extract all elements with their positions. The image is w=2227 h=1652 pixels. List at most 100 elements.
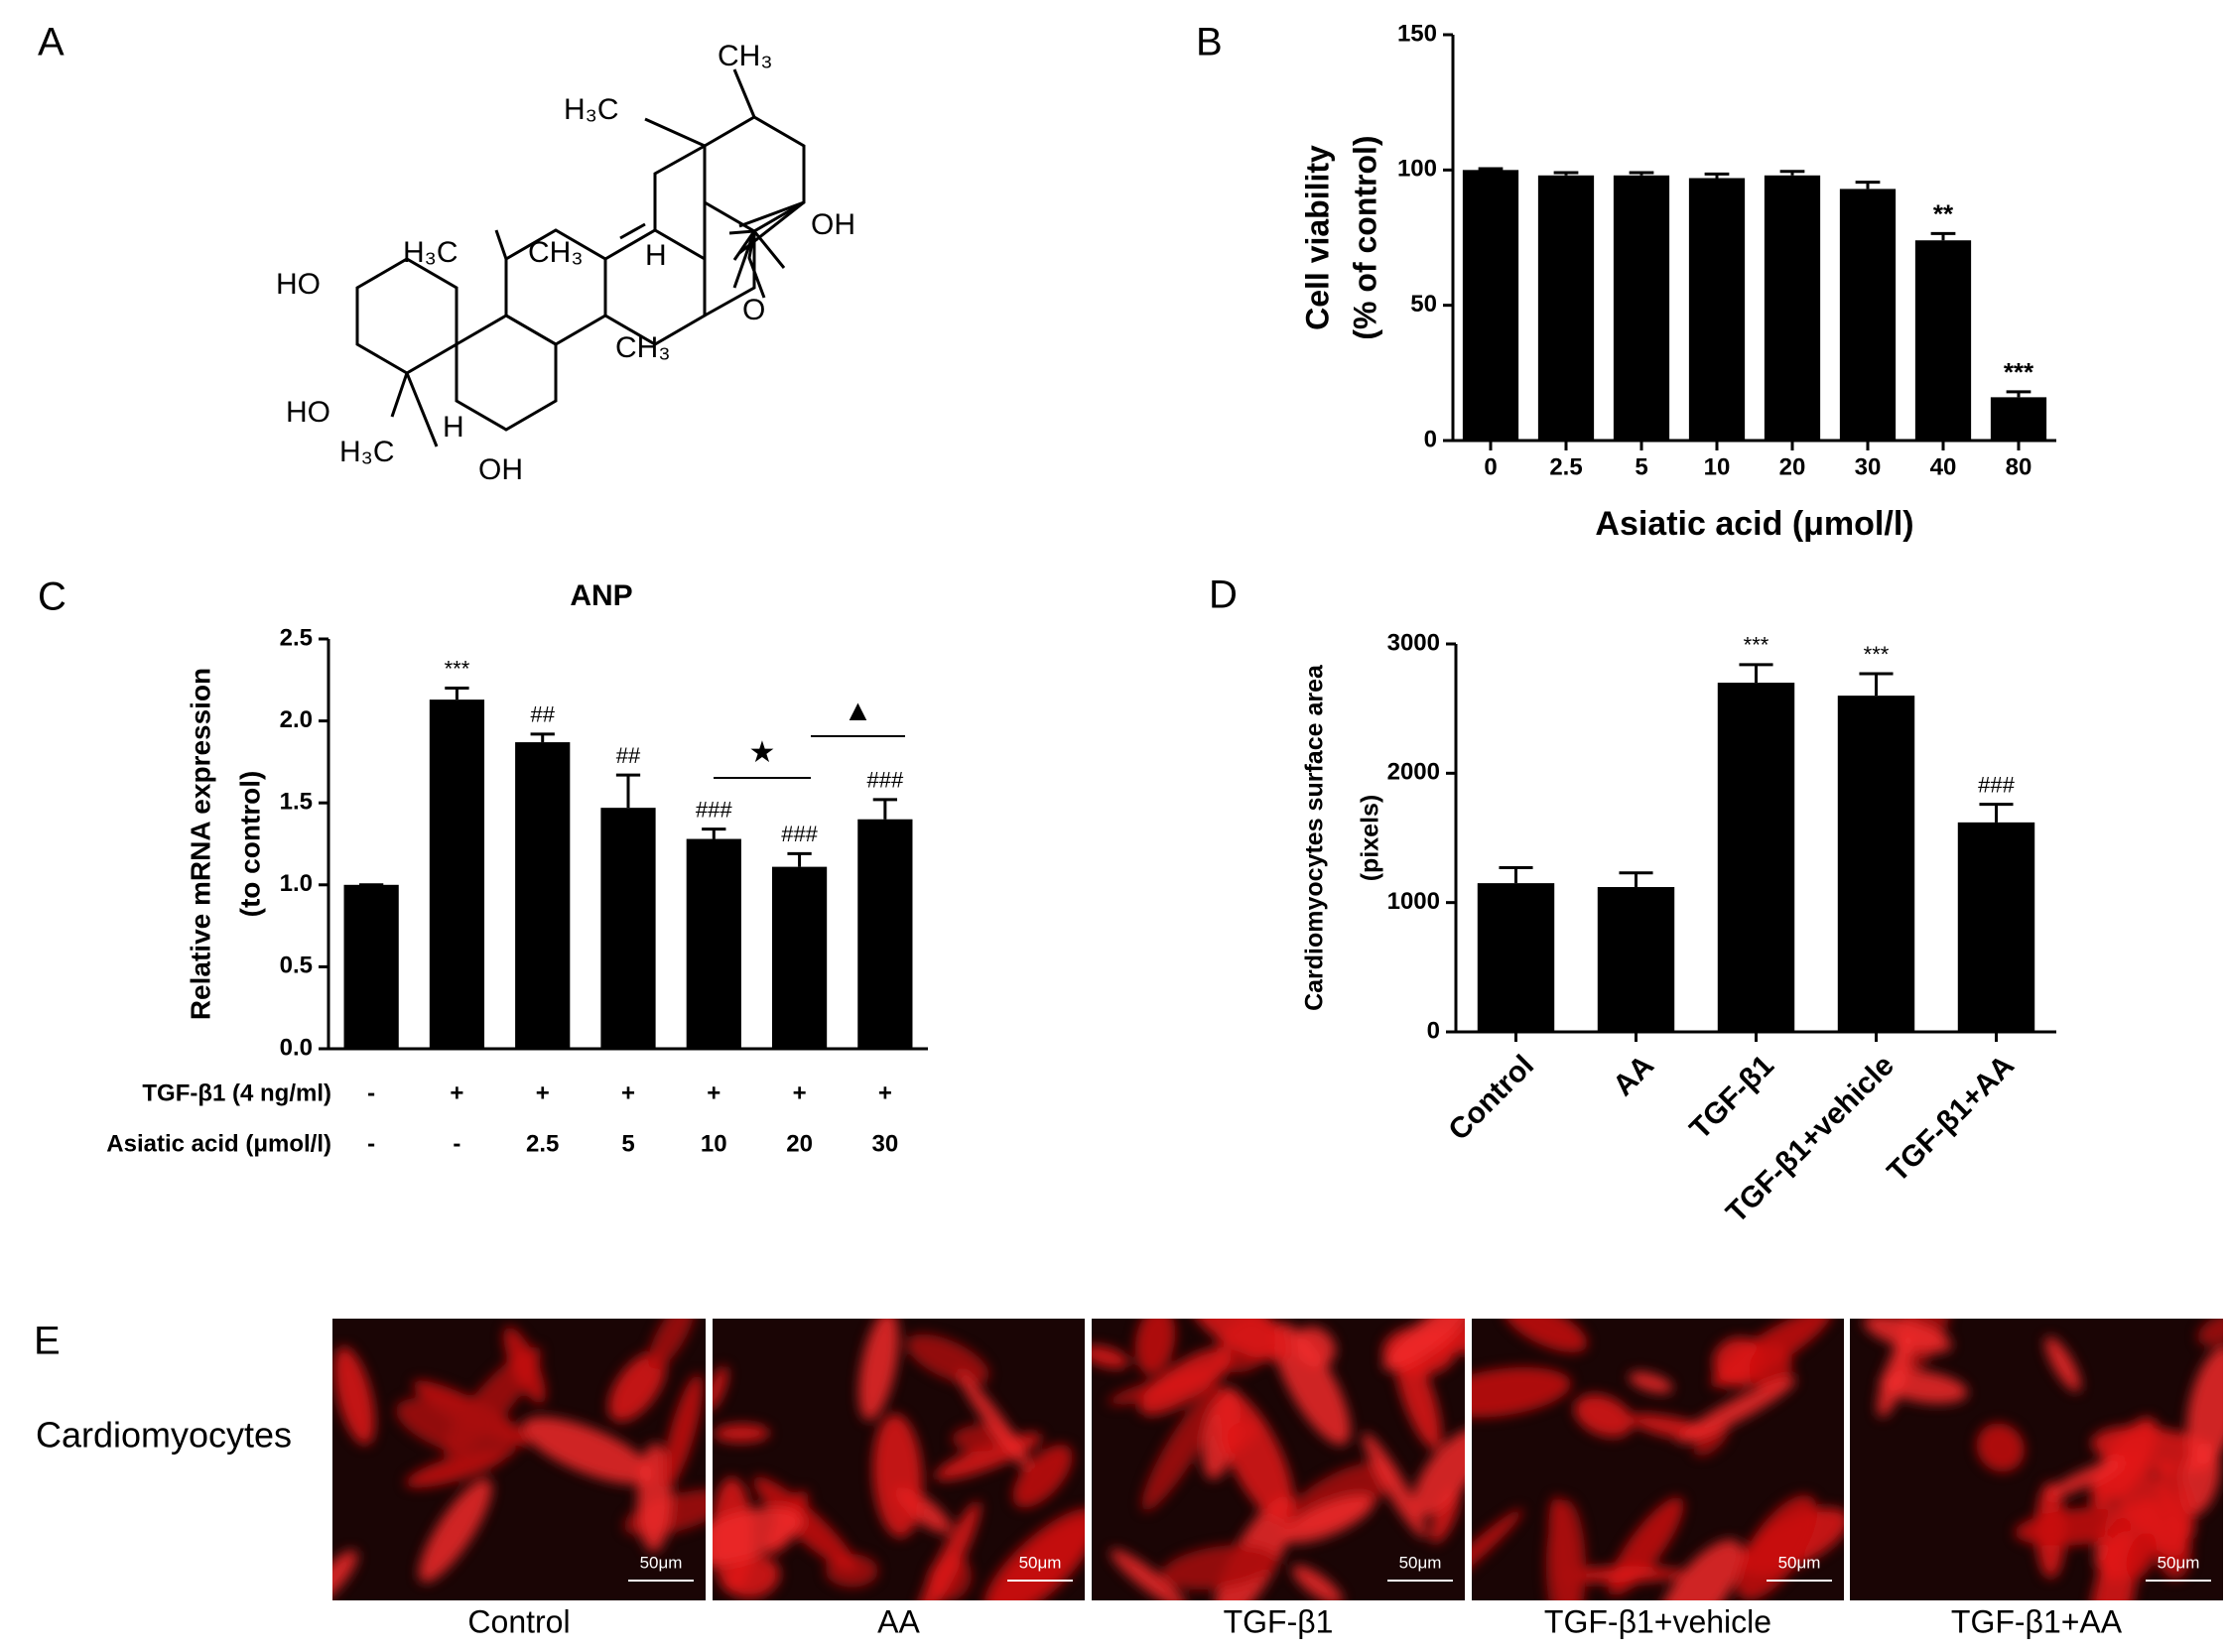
atom-label: CH₃ — [528, 236, 584, 269]
cell — [1656, 1539, 1744, 1600]
condition-value: 30 — [872, 1130, 899, 1157]
y-axis-label: Cardiomyocytes surface area — [1301, 664, 1329, 1011]
x-tick-label: 30 — [1855, 453, 1882, 480]
cell — [1363, 1432, 1427, 1539]
condition-value: 5 — [621, 1130, 634, 1157]
micrograph: 50μm — [332, 1319, 706, 1600]
cell — [418, 1478, 492, 1583]
cell — [1382, 1319, 1465, 1371]
error-bar — [702, 827, 726, 839]
cell — [1880, 1369, 1968, 1404]
condition-value: + — [793, 1080, 807, 1106]
error-bar — [1553, 171, 1579, 176]
condition-value: + — [621, 1080, 635, 1106]
micrograph: 50μm — [1472, 1319, 1844, 1600]
bar — [1597, 887, 1675, 1032]
x-tick-label: AA — [1607, 1049, 1660, 1102]
atom-label: CH₃ — [615, 331, 671, 364]
cell — [1863, 1319, 1952, 1353]
atom-label: HO — [276, 268, 321, 301]
image-caption: Control — [467, 1603, 570, 1639]
cell — [2044, 1459, 2126, 1499]
y-tick-label: 150 — [1397, 20, 1437, 47]
error-bar — [1619, 871, 1653, 888]
significance-label: ### — [1978, 772, 2015, 797]
cell — [1141, 1383, 1224, 1511]
cell — [503, 1327, 546, 1404]
scale-bar-label: 50μm — [640, 1553, 683, 1572]
cell — [2186, 1345, 2223, 1465]
y-tick-label: 50 — [1410, 291, 1437, 318]
significance-label: ** — [1933, 198, 1954, 228]
scale-bar-label: 50μm — [2158, 1553, 2200, 1572]
bar — [1537, 175, 1595, 441]
atom-label: OH — [811, 208, 855, 241]
y-tick-label: 100 — [1397, 156, 1437, 183]
cell — [753, 1476, 856, 1572]
x-tick-label: 20 — [1779, 453, 1806, 480]
atom-label: H — [645, 239, 667, 272]
cell — [713, 1506, 804, 1567]
error-bar — [1859, 672, 1894, 697]
cell — [713, 1424, 770, 1443]
chart-title: ANP — [570, 579, 632, 612]
cells — [332, 1319, 706, 1600]
cell — [1677, 1377, 1796, 1444]
y-tick-label: 0 — [1427, 1017, 1440, 1044]
atom-label: HO — [286, 396, 330, 429]
micrograph: 50μm — [713, 1319, 1085, 1600]
significance-label: *** — [2004, 357, 2034, 387]
micrograph: 50μm — [1850, 1319, 2223, 1600]
row-label: Cardiomyocytes — [36, 1415, 292, 1456]
panel-label: C — [38, 575, 66, 619]
cell — [2044, 1336, 2081, 1392]
bar — [1914, 240, 1972, 441]
error-bar — [787, 851, 812, 867]
x-tick-label: Control — [1442, 1049, 1540, 1147]
cell — [858, 1319, 899, 1421]
cell — [983, 1508, 1085, 1600]
cell — [2126, 1532, 2157, 1580]
x-tick-label: 80 — [2006, 453, 2032, 480]
condition-value: + — [878, 1080, 892, 1106]
cell — [395, 1397, 516, 1461]
cell — [522, 1417, 654, 1484]
bar — [1462, 170, 1519, 442]
y-tick-label: 2000 — [1387, 759, 1440, 786]
significance-label: ### — [696, 797, 732, 822]
significance-label: *** — [1864, 642, 1890, 667]
cell — [1574, 1394, 1634, 1438]
atom-label: CH₃ — [718, 40, 773, 72]
cell — [1216, 1389, 1294, 1522]
cell — [1161, 1545, 1278, 1590]
cell — [637, 1443, 672, 1553]
panel-label: D — [1209, 573, 1238, 617]
cell — [915, 1501, 981, 1600]
cell — [1472, 1367, 1572, 1418]
cell — [1545, 1499, 1587, 1600]
y-axis-label: Cell viability — [1299, 145, 1335, 330]
cell — [1139, 1347, 1232, 1416]
error-bar — [1855, 181, 1881, 190]
bar — [1613, 175, 1670, 441]
cell — [2090, 1417, 2159, 1510]
y-axis-label: (% of control) — [1347, 135, 1382, 339]
cells — [1092, 1319, 1465, 1600]
condition-value: 10 — [701, 1130, 727, 1157]
atom-label: O — [742, 294, 765, 326]
atom-label: OH — [478, 453, 523, 486]
cell — [1012, 1444, 1073, 1508]
bar — [1990, 397, 2047, 441]
panel-label: B — [1196, 21, 1223, 64]
cell — [1282, 1494, 1375, 1544]
scale-bar-label: 50μm — [1778, 1553, 1821, 1572]
chemical-structure — [355, 68, 806, 447]
x-tick-label: 40 — [1930, 453, 1957, 480]
cell — [1693, 1422, 1729, 1457]
scale-bar-label: 50μm — [1019, 1553, 1062, 1572]
cell — [1558, 1566, 1685, 1584]
condition-value: - — [453, 1130, 460, 1157]
significance-label: ## — [530, 702, 555, 727]
x-tick-label: 10 — [1704, 453, 1731, 480]
